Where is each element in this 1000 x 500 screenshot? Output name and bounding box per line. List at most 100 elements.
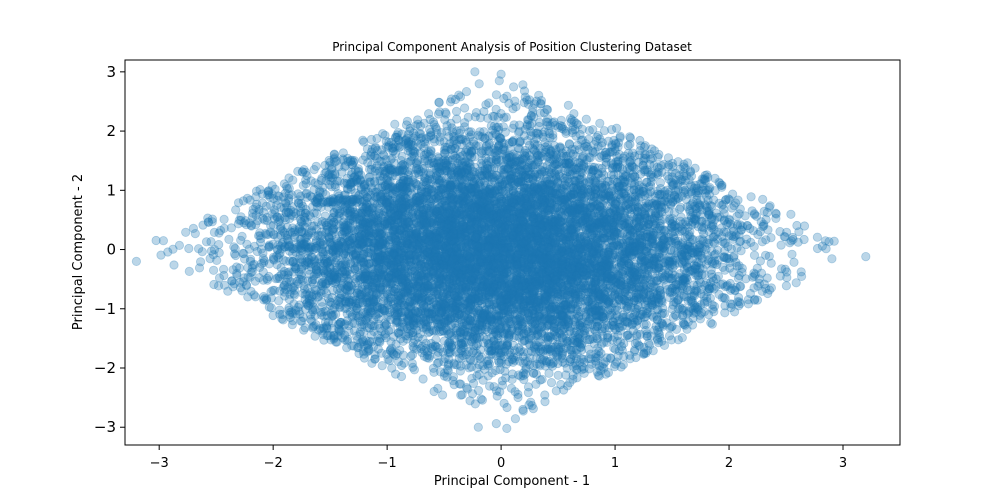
scatter-point: [616, 281, 626, 291]
scatter-point: [387, 363, 397, 373]
scatter-point: [653, 167, 663, 177]
scatter-point: [502, 329, 512, 339]
scatter-point: [518, 216, 528, 227]
scatter-point: [353, 238, 364, 249]
scatter-point: [570, 145, 580, 155]
scatter-point: [544, 266, 554, 276]
scatter-point: [393, 357, 404, 367]
scatter-point: [627, 241, 637, 251]
scatter-point: [500, 228, 510, 238]
scatter-point: [394, 291, 404, 301]
scatter-point: [481, 146, 491, 156]
scatter-point: [501, 293, 512, 303]
scatter-point: [560, 176, 571, 186]
scatter-point: [450, 245, 460, 255]
scatter-point: [482, 236, 492, 246]
scatter-point: [342, 309, 352, 319]
scatter-point: [406, 311, 416, 321]
scatter-point: [412, 165, 422, 175]
scatter-point: [525, 155, 536, 165]
scatter-point: [592, 233, 602, 244]
scatter-point: [389, 256, 399, 266]
scatter-point: [461, 222, 471, 232]
scatter-point: [625, 246, 635, 256]
scatter-point: [396, 262, 407, 272]
scatter-point: [655, 215, 666, 226]
scatter-point: [377, 265, 387, 275]
scatter-point: [427, 325, 437, 335]
scatter-point: [657, 244, 667, 254]
scatter-point: [376, 222, 386, 232]
scatter-point: [521, 227, 531, 237]
scatter-point: [397, 182, 407, 192]
scatter-point: [506, 235, 516, 245]
scatter-point: [730, 231, 740, 241]
scatter-point: [499, 398, 509, 408]
scatter-point: [358, 202, 368, 212]
scatter-point: [566, 251, 576, 261]
scatter-point: [403, 136, 414, 146]
scatter-point: [526, 131, 536, 141]
scatter-point: [461, 252, 471, 262]
scatter-point: [755, 256, 766, 266]
scatter-point: [571, 131, 581, 141]
scatter-point: [483, 245, 493, 255]
scatter-point: [410, 276, 420, 286]
scatter-point: [394, 165, 404, 175]
scatter-point: [281, 207, 291, 217]
scatter-point: [717, 182, 727, 192]
scatter-point: [385, 206, 396, 217]
scatter-point: [502, 298, 513, 308]
scatter-point: [343, 334, 353, 344]
scatter-point: [511, 102, 521, 112]
scatter-point: [593, 310, 603, 320]
scatter-point: [435, 203, 445, 213]
scatter-point: [401, 177, 412, 187]
scatter-point: [648, 256, 658, 266]
scatter-point: [629, 310, 639, 320]
scatter-point: [574, 287, 584, 297]
scatter-point: [362, 275, 372, 285]
scatter-point: [461, 214, 472, 224]
scatter-point: [536, 230, 546, 240]
scatter-point: [569, 200, 579, 211]
scatter-point: [375, 256, 385, 266]
scatter-point: [618, 202, 628, 212]
scatter-point: [545, 277, 556, 287]
scatter-point: [622, 330, 632, 341]
scatter-point: [817, 241, 828, 251]
scatter-point: [445, 267, 455, 277]
scatter-point: [463, 330, 473, 341]
scatter-point: [639, 211, 650, 221]
scatter-point: [655, 252, 665, 262]
scatter-point: [688, 313, 698, 323]
scatter-point: [491, 418, 501, 429]
scatter-point: [529, 342, 539, 353]
scatter-point: [567, 269, 577, 279]
scatter-point: [514, 231, 525, 241]
scatter-point: [639, 293, 649, 303]
scatter-point: [594, 248, 604, 258]
scatter-point: [555, 223, 565, 233]
scatter-point: [391, 215, 401, 225]
scatter-point: [639, 256, 650, 266]
scatter-point: [392, 251, 402, 262]
scatter-point: [522, 239, 532, 249]
scatter-point: [547, 189, 557, 199]
scatter-point: [555, 228, 565, 238]
scatter-point: [589, 273, 599, 283]
scatter-point: [407, 265, 417, 275]
scatter-point: [473, 325, 483, 335]
scatter-point: [592, 190, 603, 200]
scatter-point: [451, 287, 461, 297]
scatter-point: [327, 225, 338, 236]
scatter-point: [401, 238, 411, 249]
scatter-point: [394, 293, 404, 304]
scatter-point: [624, 248, 635, 258]
scatter-point: [284, 196, 294, 206]
scatter-point: [666, 200, 676, 210]
scatter-point: [540, 203, 550, 213]
scatter-point: [569, 263, 579, 273]
scatter-point: [404, 310, 415, 320]
scatter-point: [503, 242, 514, 252]
